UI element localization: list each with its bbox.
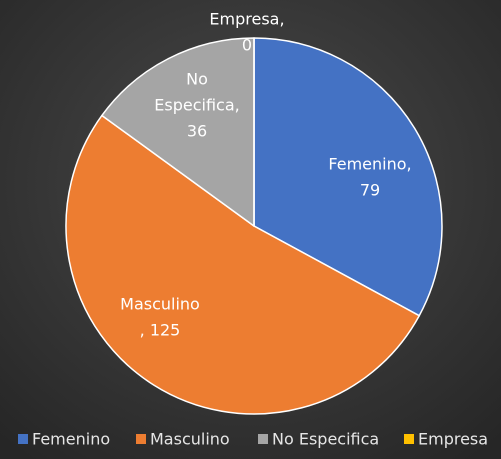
pie-slice xyxy=(101,37,255,227)
data-label: 36 xyxy=(187,122,207,141)
data-label: No xyxy=(186,70,208,89)
legend: Femenino Masculino No Especifica Empresa xyxy=(18,430,488,449)
data-label: Empresa, xyxy=(209,10,284,29)
pie-slice xyxy=(253,37,443,317)
data-label: Especifica, xyxy=(154,96,239,115)
legend-swatch xyxy=(258,434,268,444)
legend-label: No Especifica xyxy=(272,430,379,449)
legend-swatch xyxy=(18,434,28,444)
legend-label: Femenino xyxy=(32,430,110,449)
pie-slice xyxy=(65,114,420,415)
data-label: 0 xyxy=(242,36,252,55)
pie xyxy=(65,37,443,415)
data-label: Femenino, xyxy=(328,155,411,174)
legend-label: Masculino xyxy=(150,430,230,449)
legend-swatch xyxy=(136,434,146,444)
data-labels: Femenino, 79 Masculino , 125 No Especifica, 36… xyxy=(120,10,411,340)
data-label: Masculino xyxy=(120,295,200,314)
legend-label: Empresa xyxy=(418,430,488,449)
data-label: , 125 xyxy=(140,321,181,340)
data-label: 79 xyxy=(360,181,380,200)
legend-swatch xyxy=(404,434,414,444)
